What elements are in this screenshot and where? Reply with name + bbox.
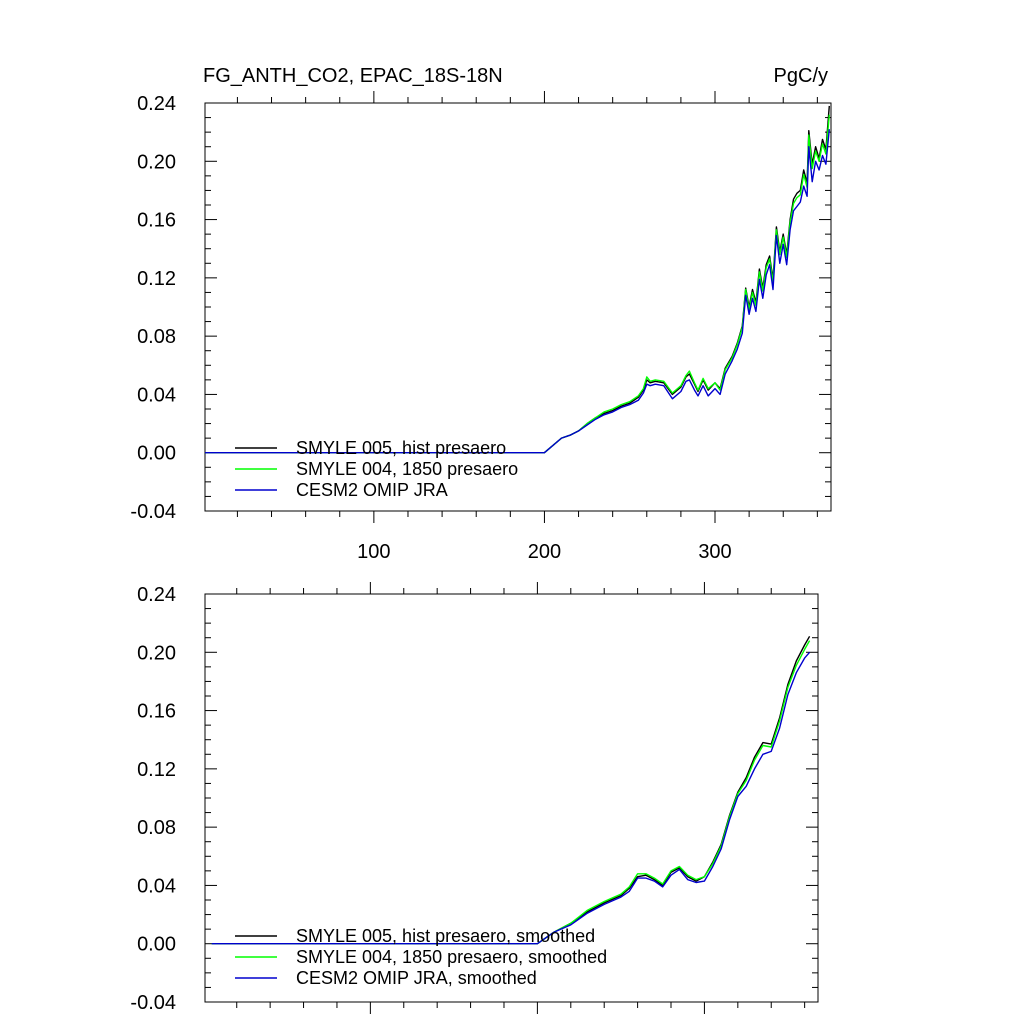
y-tick-label: 0.04	[137, 384, 176, 406]
top-panel-ticks: -0.04 0.00 0.04 0.08 0.12 0.16 0.20 0.24 100 200 3…	[130, 91, 831, 563]
y-tick-label: 0.20	[137, 642, 176, 664]
y-tick-label: 0.00	[137, 443, 176, 465]
legend-label-2: CESM2 OMIP JRA	[296, 480, 448, 500]
top-panel: FG_ANTH_CO2, EPAC_18S-18N PgC/y -0.04 0.0…	[130, 65, 832, 563]
bottom-panel: -0.04 0.00 0.04 0.08 0.12 0.16 0.20 0.24 SMYLE …	[130, 582, 819, 1014]
y-tick-label: 0.08	[137, 326, 176, 348]
y-tick-label: 0.20	[137, 151, 176, 173]
legend-label-0: SMYLE 005, hist presaero	[296, 438, 506, 458]
y-tick-label: 0.12	[137, 759, 176, 781]
y-tick-label: 0.00	[137, 934, 176, 956]
y-tick-label: 0.24	[137, 584, 176, 606]
series-line-2	[211, 651, 811, 945]
legend-label-1: SMYLE 004, 1850 presaero, smoothed	[296, 947, 607, 967]
y-tick-label: 0.16	[137, 701, 176, 723]
legend-label-0: SMYLE 005, hist presaero, smoothed	[296, 926, 595, 946]
bottom-panel-ticks: -0.04 0.00 0.04 0.08 0.12 0.16 0.20 0.24	[130, 582, 818, 1014]
bottom-panel-legend: SMYLE 005, hist presaero, smoothedSMYLE …	[235, 926, 607, 988]
y-tick-label: 0.12	[137, 268, 176, 290]
x-tick-label: 200	[528, 541, 561, 563]
y-tick-label: -0.04	[130, 501, 176, 523]
series-line-1	[211, 640, 811, 945]
series-line-1	[205, 114, 830, 454]
legend-label-1: SMYLE 004, 1850 presaero	[296, 459, 518, 479]
series-line-0	[211, 635, 811, 945]
y-tick-label: -0.04	[130, 992, 176, 1014]
y-tick-label: 0.04	[137, 875, 176, 897]
y-tick-label: 0.08	[137, 817, 176, 839]
y-tick-label: 0.24	[137, 93, 176, 115]
y-tick-label: 0.16	[137, 210, 176, 232]
legend-label-2: CESM2 OMIP JRA, smoothed	[296, 968, 537, 988]
bottom-panel-series	[211, 635, 811, 945]
top-panel-title-left: FG_ANTH_CO2, EPAC_18S-18N	[203, 65, 503, 87]
top-panel-title-right: PgC/y	[774, 65, 828, 87]
x-tick-label: 100	[357, 541, 390, 563]
series-line-2	[205, 129, 830, 454]
top-panel-series	[205, 105, 830, 454]
x-tick-label: 300	[698, 541, 731, 563]
series-line-0	[205, 105, 830, 454]
